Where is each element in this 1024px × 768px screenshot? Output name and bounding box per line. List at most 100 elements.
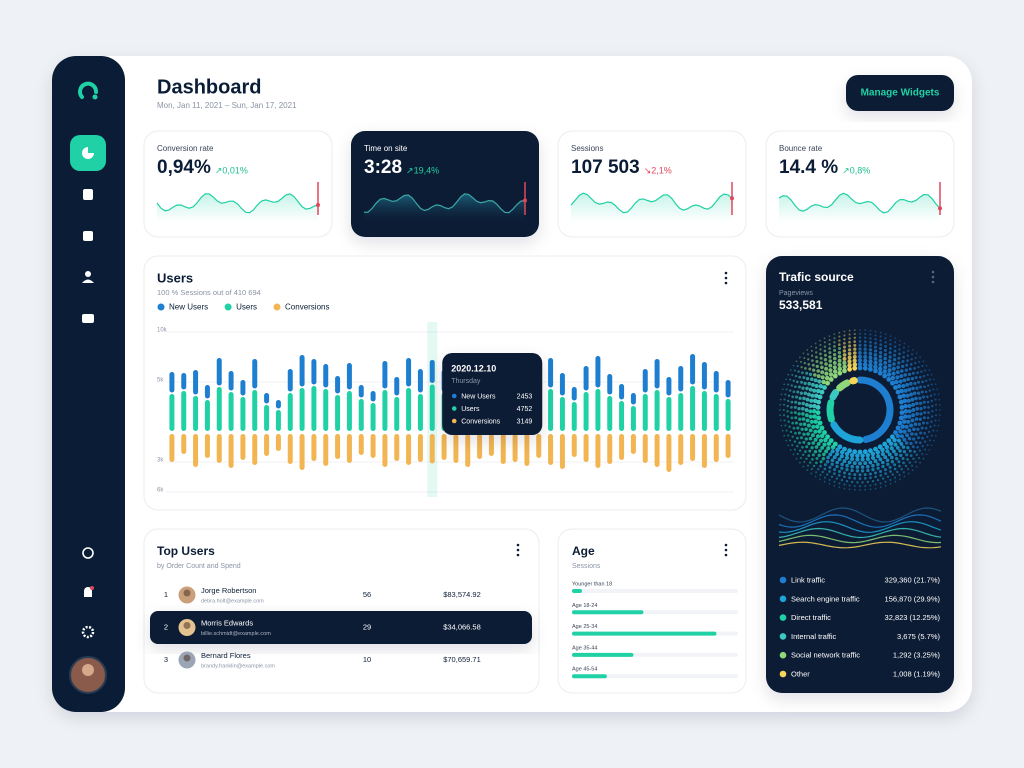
radial-dot [918, 441, 922, 445]
bar-new-users [690, 354, 696, 385]
radial-dot [835, 460, 839, 465]
radial-dot [823, 476, 826, 479]
nav-settings[interactable] [81, 625, 95, 639]
radial-dot [819, 343, 822, 346]
radial-dot [917, 436, 920, 440]
radial-dot [819, 464, 822, 468]
radial-dot [802, 453, 805, 456]
radial-dot [936, 429, 939, 432]
age-bar [572, 674, 607, 679]
radial-dot [873, 360, 878, 365]
radial-dot [787, 394, 791, 397]
radial-dot [910, 418, 915, 423]
nav-notifications[interactable] [84, 587, 92, 597]
radial-dot [855, 457, 860, 462]
radial-dot [907, 414, 912, 419]
radial-dot [879, 486, 882, 489]
radial-dot [816, 369, 820, 373]
radial-dot [840, 462, 844, 467]
traffic-total: 533,581 [779, 298, 823, 312]
button-label[interactable]: Manage Widgets [861, 88, 940, 99]
radial-dot [832, 360, 837, 365]
bar-new-users [346, 363, 352, 390]
radial-dot [901, 364, 905, 369]
nav-wallet[interactable] [82, 314, 94, 323]
radial-dot [905, 453, 909, 457]
menu-dot[interactable] [931, 280, 935, 284]
radial-dot [819, 348, 822, 351]
bar-users [335, 395, 341, 431]
bar-users [370, 403, 376, 431]
radial-dot [869, 484, 872, 487]
radial-dot [815, 457, 819, 460]
radial-dot [923, 431, 926, 435]
radial-dot [799, 391, 804, 395]
radial-dot [790, 411, 793, 414]
radial-dot [817, 420, 823, 426]
radial-dot [869, 340, 872, 344]
nav-search[interactable] [82, 547, 94, 559]
menu-dot[interactable] [516, 548, 520, 552]
radial-dot [914, 376, 918, 380]
radial-dot [903, 342, 906, 345]
radial-dot [857, 358, 863, 363]
menu-dot[interactable] [724, 548, 728, 552]
manage-widgets-button[interactable] [846, 75, 954, 111]
radial-dot [878, 350, 883, 355]
menu-dot[interactable] [516, 553, 520, 557]
selected-row[interactable] [150, 611, 532, 644]
radial-dot [823, 463, 827, 467]
radial-dot [863, 473, 867, 477]
radial-dot [905, 363, 909, 367]
menu-dot[interactable] [724, 543, 728, 547]
radial-dot [895, 370, 900, 375]
menu-dot[interactable] [931, 275, 935, 279]
legend-label: Conversions [285, 303, 329, 312]
bar-users [559, 397, 565, 431]
radial-dot [840, 466, 844, 470]
radial-dot [857, 449, 863, 455]
radial-dot [808, 409, 813, 414]
radial-dot [903, 475, 906, 478]
menu-dot[interactable] [724, 281, 728, 285]
age-bar [572, 652, 634, 657]
radial-dot [859, 329, 861, 331]
radial-dot [796, 445, 799, 448]
nav-reports[interactable] [83, 189, 93, 200]
radial-dot [922, 400, 926, 404]
logo[interactable] [78, 81, 98, 100]
radial-dot [864, 336, 867, 339]
radial-dot [828, 359, 833, 363]
radial-dot [933, 378, 935, 381]
radial-dot [916, 427, 920, 431]
menu-dot[interactable] [724, 553, 728, 557]
nav-calendar[interactable] [83, 231, 93, 241]
nav-users[interactable] [85, 271, 91, 277]
radial-dot [890, 460, 895, 464]
radial-dot [905, 393, 910, 398]
y-tick-label: 5k [157, 378, 164, 384]
radial-dot [863, 354, 868, 359]
radial-dot [863, 477, 867, 480]
radial-dot [874, 341, 877, 345]
radial-dot [927, 411, 930, 414]
radial-dot [901, 445, 906, 449]
menu-dot[interactable] [516, 543, 520, 547]
bar-conversions [559, 434, 565, 469]
radial-dot [792, 453, 795, 456]
radial-dot [888, 351, 892, 355]
radial-dot [837, 362, 842, 367]
radial-dot [856, 481, 859, 484]
radial-dot [916, 445, 919, 449]
radial-dot [858, 332, 862, 335]
radial-dot [786, 415, 790, 418]
menu-dot[interactable] [931, 270, 935, 274]
menu-dot[interactable] [724, 276, 728, 280]
radial-dot [800, 380, 803, 384]
radial-dot [889, 343, 892, 346]
legend-dot [779, 633, 787, 640]
tooltip-date: 2020.12.10 [451, 363, 496, 373]
radial-dot [922, 374, 926, 378]
age-bar [572, 589, 582, 593]
menu-dot[interactable] [724, 271, 728, 275]
